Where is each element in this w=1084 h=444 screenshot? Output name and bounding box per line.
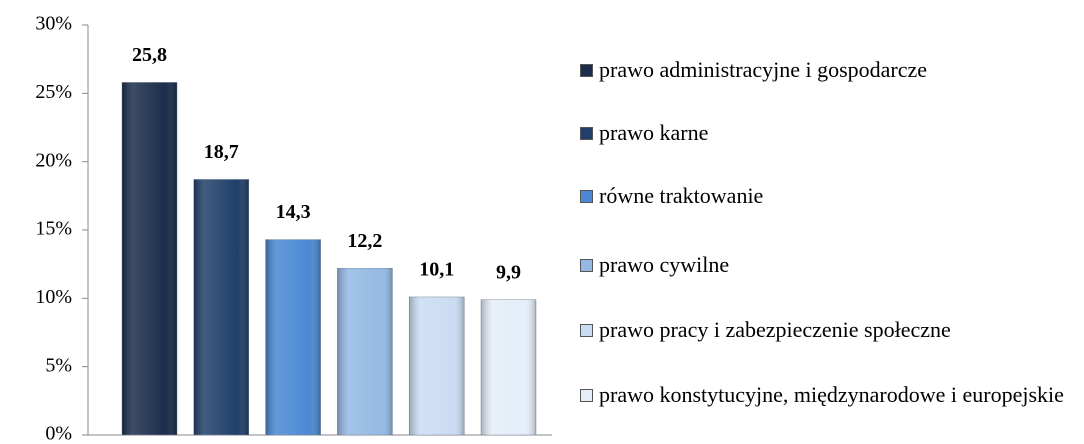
legend-swatch: [580, 324, 593, 337]
legend-item: prawo konstytucyjne, międzynarodowe i eu…: [580, 383, 1075, 407]
value-label: 18,7: [204, 141, 239, 163]
value-label: 10,1: [419, 259, 454, 281]
legend-item: równe traktowanie: [580, 184, 1075, 208]
value-label: 25,8: [132, 44, 167, 66]
bar-shade: [337, 268, 393, 435]
y-tick-label: 15%: [35, 218, 72, 240]
y-tick-label: 25%: [35, 81, 72, 103]
legend-label: prawo pracy i zabezpieczenie społeczne: [599, 317, 951, 342]
legend-swatch: [580, 389, 593, 402]
legend-swatch: [580, 64, 593, 77]
value-label: 14,3: [276, 201, 311, 223]
legend-item: prawo pracy i zabezpieczenie społeczne: [580, 318, 1075, 342]
legend-swatch: [580, 127, 593, 140]
legend-label: prawo administracyjne i gospodarcze: [599, 57, 928, 82]
bar-shade: [122, 82, 177, 436]
y-tick-label: 5%: [45, 354, 72, 376]
legend-label: prawo cywilne: [599, 252, 730, 277]
bar-shade: [481, 299, 536, 435]
y-tick-label: 30%: [35, 13, 72, 35]
legend-swatch: [580, 259, 593, 272]
y-tick-label: 0%: [45, 423, 72, 444]
legend-item: prawo administracyjne i gospodarcze: [580, 58, 1075, 82]
value-label: 12,2: [347, 230, 382, 252]
legend-item: prawo cywilne: [580, 253, 1075, 277]
legend-swatch: [580, 190, 593, 203]
y-tick-label: 10%: [35, 286, 72, 308]
bar-shade: [409, 296, 465, 435]
legend-label: równe traktowanie: [599, 183, 764, 208]
y-tick-label: 20%: [35, 149, 72, 171]
legend-item: prawo karne: [580, 121, 1075, 145]
legend-label: prawo karne: [599, 120, 709, 145]
value-label: 9,9: [496, 261, 521, 283]
bar-shade: [193, 179, 249, 435]
bar-shade: [265, 239, 321, 435]
legend-label: prawo konstytucyjne, międzynarodowe i eu…: [599, 382, 1064, 407]
